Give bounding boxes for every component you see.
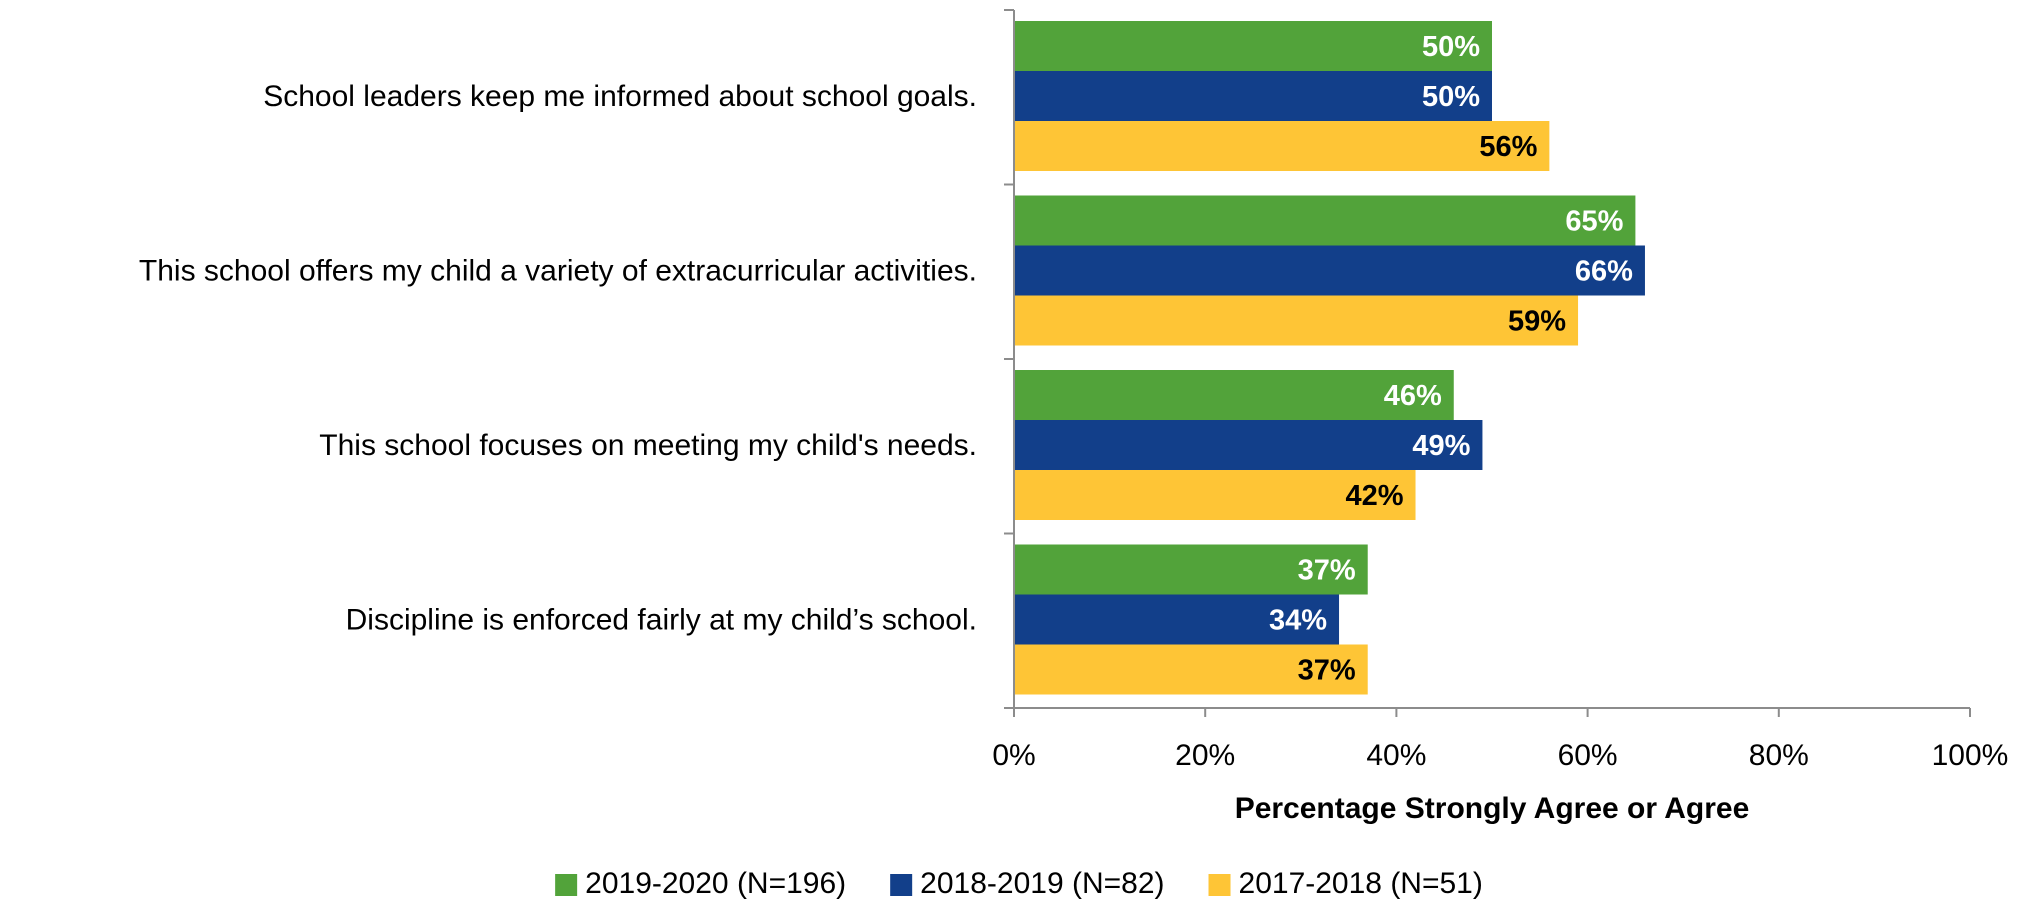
data-label: 56% [1479, 131, 1537, 163]
category-label: This school offers my child a variety of… [139, 255, 977, 288]
x-tick-label: 0% [992, 739, 1035, 772]
legend-label: 2017-2018 (N=51) [1239, 867, 1483, 900]
data-label: 34% [1269, 605, 1327, 637]
data-label: 59% [1508, 306, 1566, 338]
data-label: 65% [1565, 206, 1623, 238]
bar [1014, 195, 1636, 246]
category-label: This school focuses on meeting my child'… [319, 429, 977, 462]
x-tick-label: 40% [1366, 739, 1426, 772]
data-label: 37% [1298, 555, 1356, 587]
x-tick-label: 60% [1558, 739, 1618, 772]
legend-item: 2018-2019 (N=82) [890, 867, 1165, 900]
category-label: School leaders keep me informed about sc… [263, 80, 977, 113]
legend-item: 2017-2018 (N=51) [1208, 867, 1483, 900]
category-label: Discipline is enforced fairly at my chil… [346, 604, 977, 637]
bar [1014, 121, 1550, 171]
bar [1014, 370, 1454, 420]
bar [1014, 544, 1368, 595]
bar [1014, 295, 1579, 346]
data-label: 50% [1422, 81, 1480, 113]
bar [1014, 644, 1368, 695]
bar [1014, 470, 1416, 520]
data-label: 46% [1384, 380, 1442, 412]
legend: 2019-2020 (N=196) 2018-2019 (N=82) 2017-20… [555, 867, 1483, 900]
legend-label: 2018-2019 (N=82) [920, 867, 1164, 900]
data-labels-group: 50% 50% 56% 65% 66% 59% 46% 49% 42% 37% 34% 37% [1269, 31, 1633, 687]
data-label: 49% [1412, 430, 1470, 462]
bars-group [1014, 21, 1645, 695]
bar [1014, 21, 1492, 71]
data-label: 66% [1575, 256, 1633, 288]
data-label: 37% [1298, 655, 1356, 687]
data-label: 50% [1422, 31, 1480, 63]
category-labels-group: School leaders keep me informed about sc… [139, 80, 977, 637]
legend-item: 2019-2020 (N=196) [555, 867, 846, 900]
x-axis-title: Percentage Strongly Agree or Agree [1235, 792, 1750, 825]
x-tick-label: 20% [1175, 739, 1235, 772]
legend-swatch [1208, 874, 1231, 896]
bar [1014, 420, 1483, 470]
bar [1014, 71, 1492, 121]
bar [1014, 594, 1340, 645]
legend-swatch [555, 874, 578, 896]
legend-swatch [890, 874, 913, 896]
x-tick-label: 80% [1749, 739, 1809, 772]
legend-label: 2019-2020 (N=196) [585, 867, 846, 900]
bar [1014, 245, 1645, 296]
data-label: 42% [1345, 480, 1403, 512]
x-tick-label: 100% [1932, 739, 2009, 772]
ticks-group: 0% 20% 40% 60% 80% 100% [992, 9, 2009, 772]
